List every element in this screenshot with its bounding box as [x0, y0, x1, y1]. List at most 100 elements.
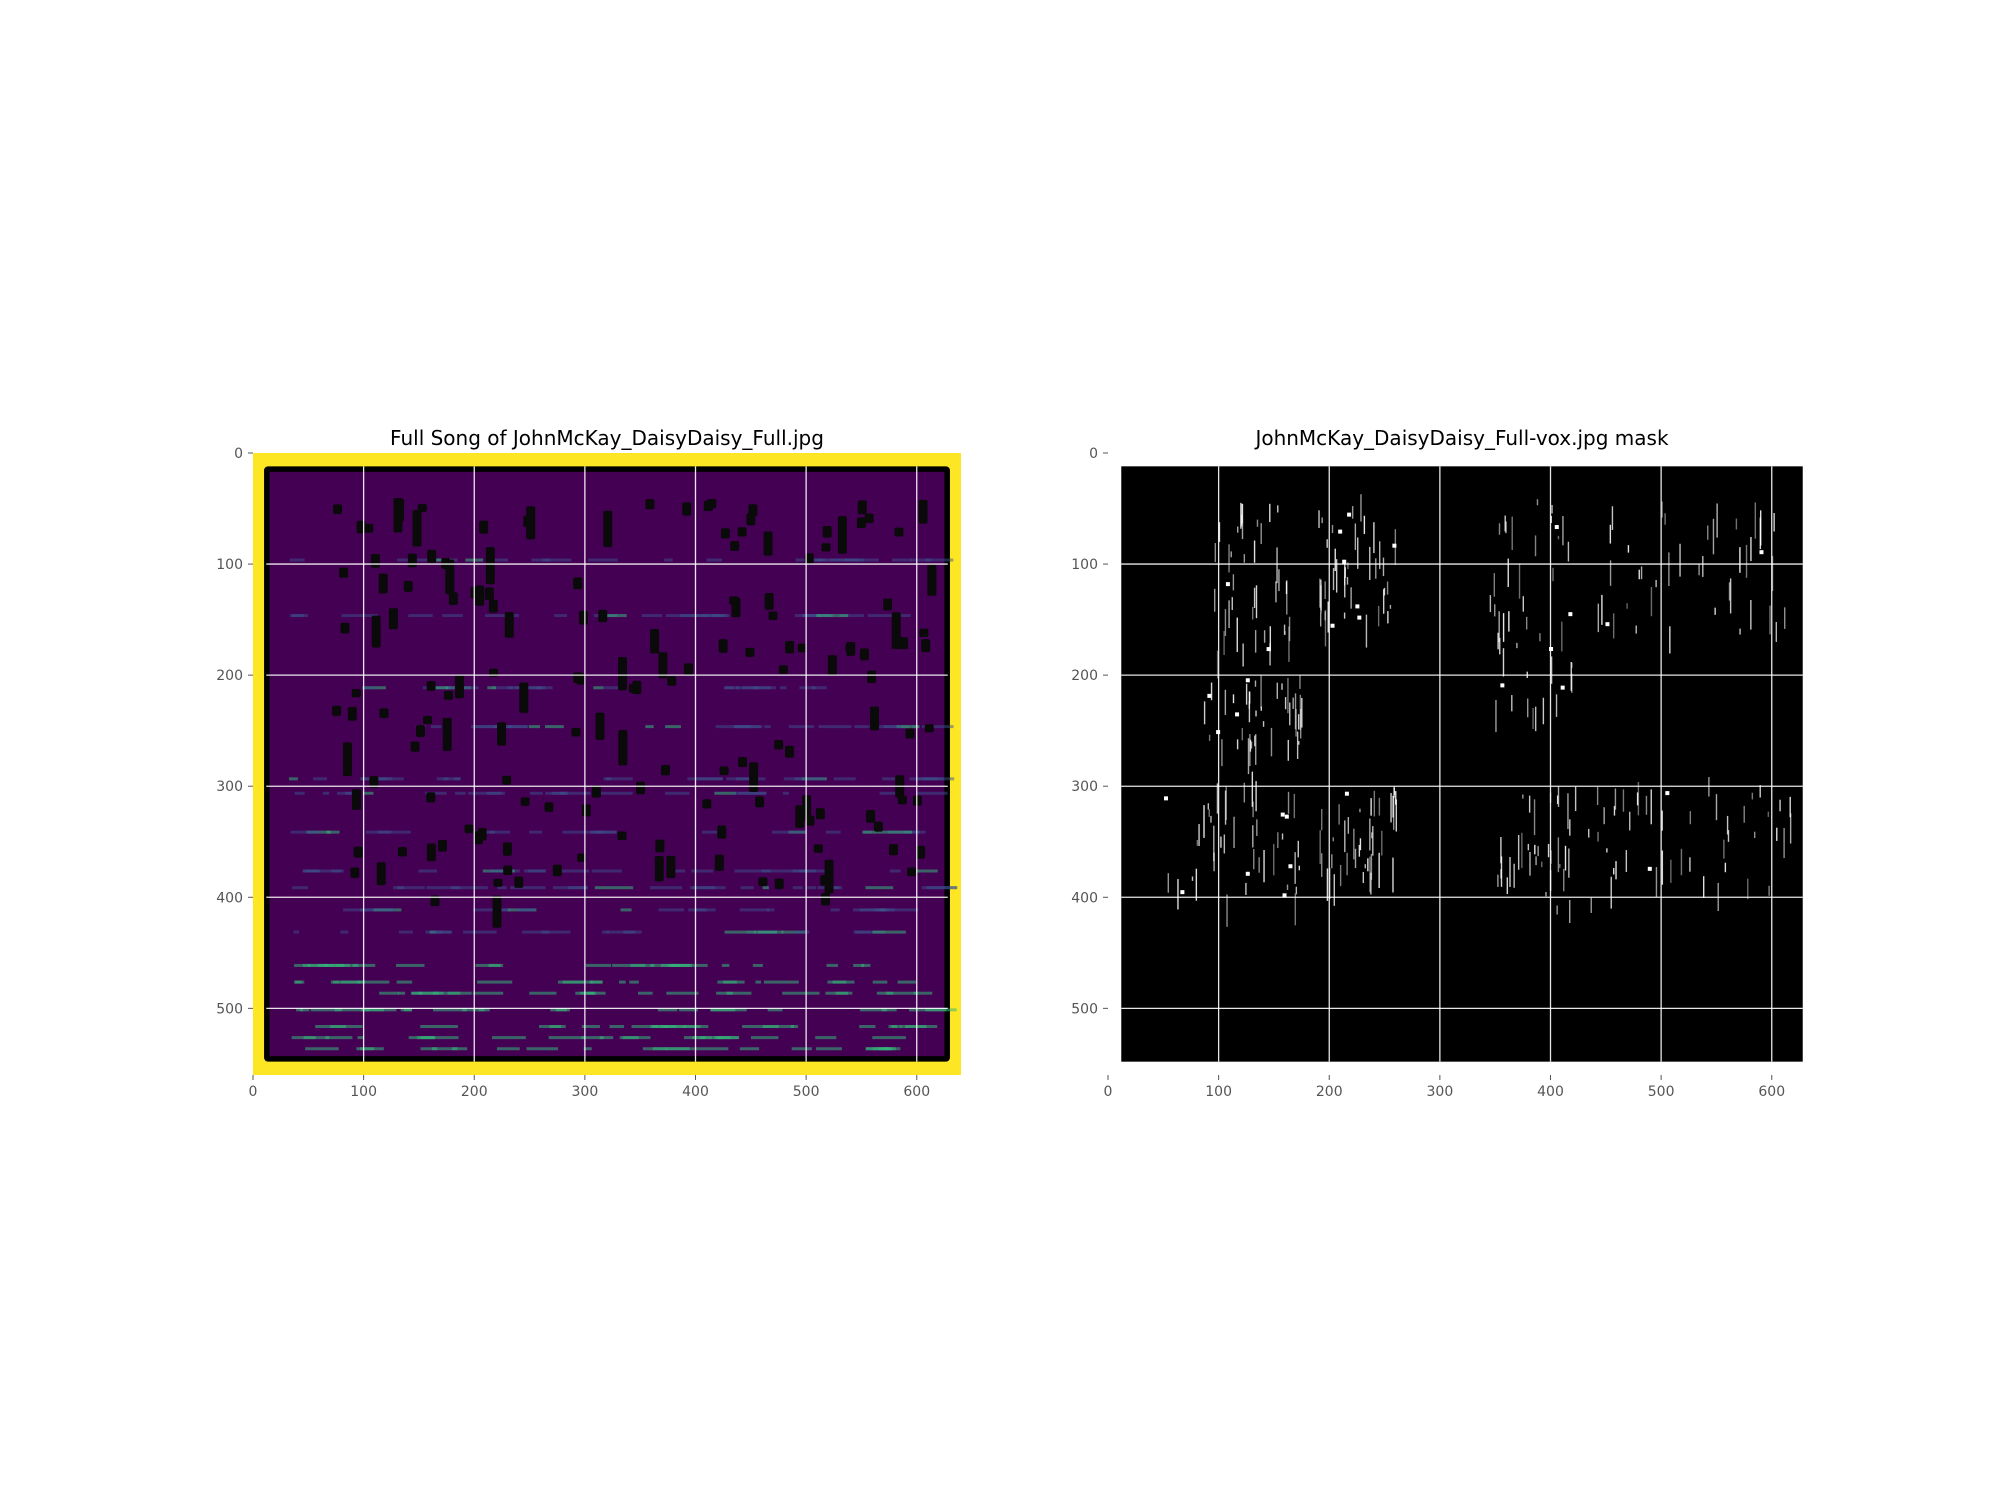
spectrogram-streak — [357, 980, 390, 984]
spectrogram-blob — [388, 608, 398, 630]
mask-dot — [1605, 622, 1610, 627]
spectrogram-blob — [514, 876, 524, 888]
spectrogram-streak — [442, 614, 463, 618]
x-tick-label: 100 — [1205, 1084, 1232, 1100]
mask-stroke — [1517, 835, 1520, 870]
spectrogram-blob — [581, 804, 591, 817]
mask-stroke — [1555, 694, 1558, 717]
spectrogram-blob — [758, 877, 768, 887]
mask-stroke — [1269, 626, 1272, 652]
mask-stroke — [1759, 785, 1761, 798]
mask-stroke — [1273, 843, 1275, 876]
mask-stroke — [1527, 843, 1530, 851]
mask-stroke — [1240, 502, 1242, 529]
spectrogram-blob — [426, 843, 436, 862]
mask-stroke — [1494, 604, 1496, 617]
mask-stroke — [1668, 552, 1670, 587]
mask-stroke — [1377, 605, 1380, 627]
x-tick-label: 400 — [1537, 1084, 1564, 1100]
mask-stroke — [1638, 569, 1640, 580]
spectrogram-streak — [913, 991, 933, 995]
mask-stroke — [1661, 810, 1663, 831]
spectrogram-blob — [519, 682, 529, 713]
spectrogram-streak — [638, 991, 653, 995]
mask-stroke — [1636, 792, 1639, 806]
mask-stroke — [1256, 519, 1259, 527]
mask-dot — [1355, 604, 1360, 609]
spectrogram-streak — [357, 1036, 365, 1040]
mask-stroke — [1362, 871, 1365, 884]
spectrogram-streak — [874, 830, 912, 834]
spectrogram-streak — [334, 1008, 370, 1012]
spectrogram-streak — [313, 777, 327, 781]
mask-stroke — [1498, 611, 1500, 643]
spectrogram-blob — [353, 846, 363, 858]
mask-dot — [1554, 525, 1559, 530]
spectrogram-streak — [657, 1008, 678, 1012]
spectrogram-blob — [919, 628, 929, 638]
mask-stroke — [1253, 587, 1256, 608]
mask-stroke — [1253, 540, 1256, 563]
spectrogram-blob — [755, 796, 765, 808]
spectrogram-streak — [583, 1047, 592, 1051]
mask-stroke — [1191, 876, 1194, 881]
mask-stroke — [1735, 518, 1738, 530]
mask-stroke — [1369, 818, 1371, 851]
spectrogram-streak — [490, 558, 509, 562]
spectrogram-streak — [433, 1008, 467, 1012]
mask-stroke — [1373, 790, 1376, 817]
mask-dot — [1245, 678, 1250, 683]
spectrogram-streak — [514, 686, 553, 690]
spectrogram-blob — [784, 745, 794, 758]
mask-stroke — [1613, 868, 1615, 875]
spectrogram-streak — [507, 686, 514, 690]
spectrogram-blob — [576, 673, 586, 685]
mask-stroke — [1298, 865, 1301, 871]
y-tick-label: 200 — [1071, 668, 1098, 684]
spectrogram-streak — [825, 991, 853, 995]
mask-stroke — [1343, 612, 1346, 619]
spectrogram-streak — [497, 886, 507, 890]
spectrogram-streak — [310, 1008, 342, 1012]
mask-stroke — [1534, 844, 1536, 855]
mask-stroke — [1739, 628, 1741, 635]
mask-stroke — [1612, 613, 1615, 639]
spectrogram-streak — [752, 686, 776, 690]
spectrogram-streak — [487, 869, 513, 873]
mask-stroke — [1387, 611, 1389, 624]
mask-stroke — [1321, 517, 1323, 524]
spectrogram-streak — [330, 1025, 363, 1029]
mask-stroke — [1567, 541, 1570, 562]
mask-stroke — [1373, 522, 1375, 554]
mask-stroke — [1383, 587, 1386, 596]
spectrogram-streak — [302, 963, 328, 967]
spectrogram-blob — [526, 506, 536, 540]
spectrogram-gridlines — [266, 466, 948, 1062]
spectrogram-streak — [781, 930, 806, 934]
spectrogram-streak — [360, 1008, 385, 1012]
mask-stroke — [1569, 899, 1571, 924]
spectrogram-blob — [888, 844, 898, 856]
mask-stroke — [1640, 566, 1643, 580]
mask-stroke — [1360, 494, 1362, 522]
spectrogram-blob — [737, 527, 747, 537]
mask-stroke — [1371, 832, 1373, 839]
spectrogram-plot — [253, 453, 961, 1075]
spectrogram-streak — [451, 886, 488, 890]
mask-stroke — [1332, 568, 1335, 591]
x-tick-label: 600 — [1758, 1084, 1785, 1100]
mask-dot — [1280, 812, 1285, 817]
spectrogram-blob — [717, 825, 727, 839]
mask-stroke — [1370, 872, 1372, 895]
mask-stroke — [1502, 648, 1505, 677]
spectrogram-streak — [631, 1025, 659, 1029]
spectrogram-blob — [454, 675, 464, 699]
spectrogram-streak — [782, 991, 820, 995]
spectrogram-blob — [636, 781, 646, 795]
mask-stroke — [1372, 826, 1374, 856]
mask-stroke — [1753, 831, 1756, 839]
spectrogram-streak — [473, 908, 511, 912]
spectrogram-blob — [485, 546, 495, 585]
mask-stroke — [1779, 799, 1781, 812]
mask-stroke — [1221, 739, 1223, 767]
